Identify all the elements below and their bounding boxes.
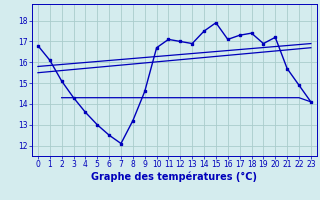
X-axis label: Graphe des températures (°C): Graphe des températures (°C) bbox=[92, 172, 257, 182]
